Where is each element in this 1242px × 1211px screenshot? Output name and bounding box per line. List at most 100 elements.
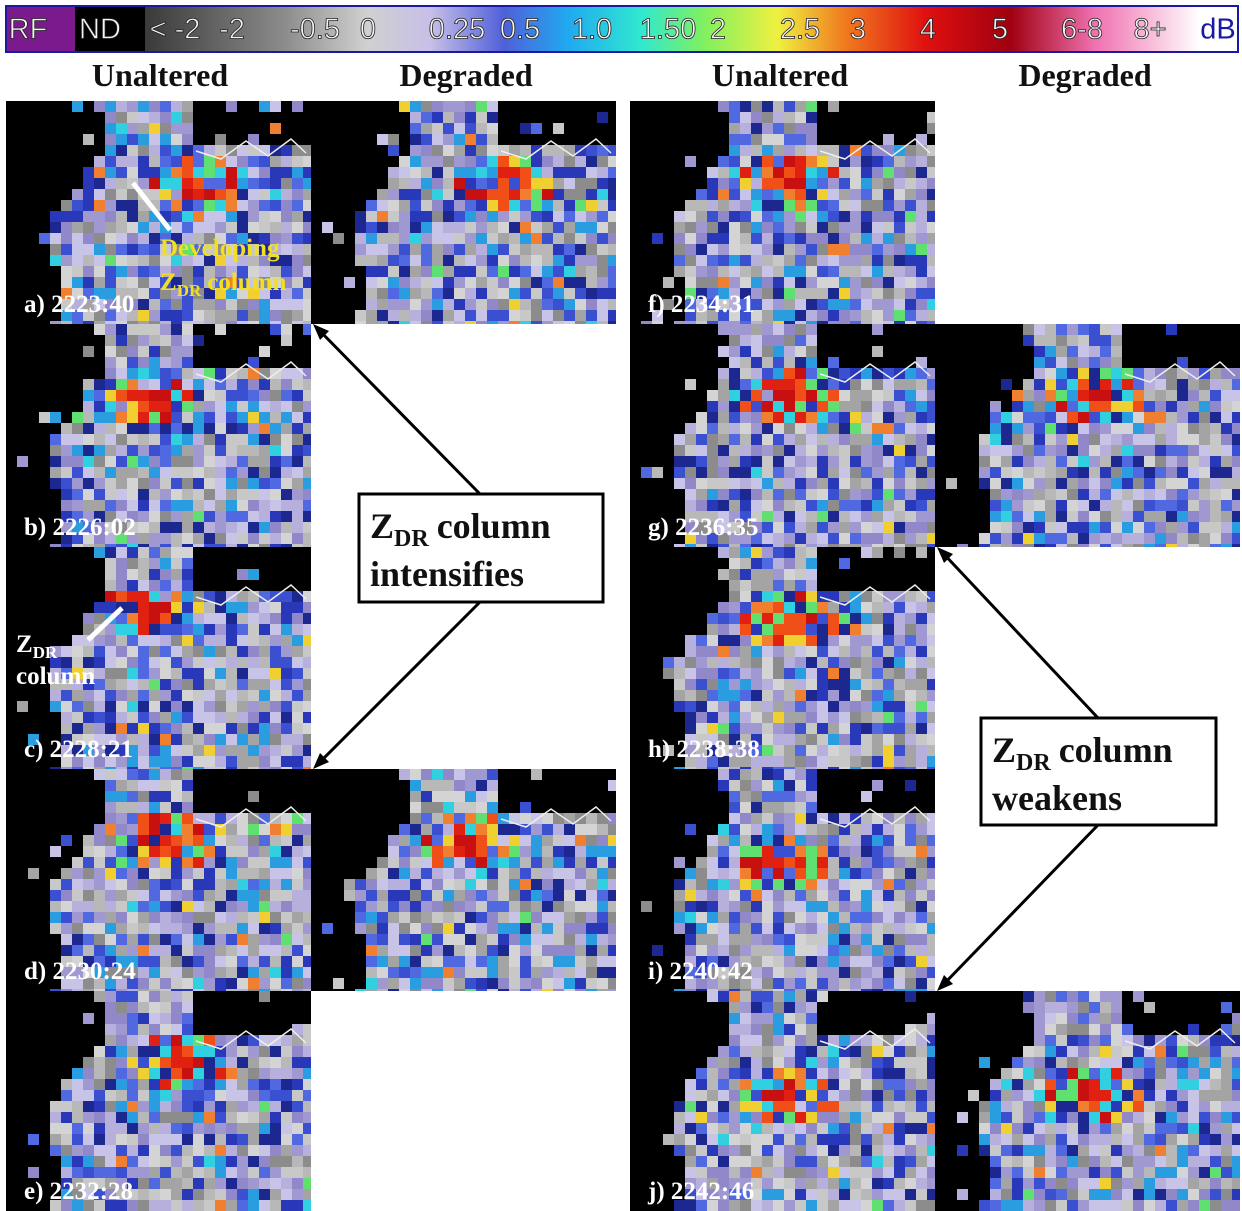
radar-pixel bbox=[586, 255, 597, 266]
radar-pixel bbox=[806, 156, 817, 167]
radar-pixel bbox=[784, 868, 795, 879]
radar-pixel bbox=[608, 266, 616, 277]
radar-pixel bbox=[1177, 423, 1188, 434]
radar-pixel bbox=[927, 233, 935, 244]
radar-pixel bbox=[303, 1189, 311, 1200]
radar-pixel bbox=[861, 500, 872, 511]
radar-pixel bbox=[160, 511, 171, 522]
radar-pixel bbox=[509, 167, 520, 178]
radar-pixel bbox=[531, 978, 542, 989]
radar-pixel bbox=[193, 1189, 204, 1200]
radar-pixel bbox=[105, 277, 116, 288]
radar-pixel bbox=[160, 602, 171, 613]
radar-pixel bbox=[1056, 533, 1067, 544]
radar-pixel bbox=[127, 156, 138, 167]
radar-pixel bbox=[171, 178, 182, 189]
radar-pixel bbox=[204, 1178, 215, 1189]
radar-pixel bbox=[237, 1156, 248, 1167]
radar-pixel bbox=[916, 857, 927, 868]
radar-pixel bbox=[292, 978, 303, 989]
radar-pixel bbox=[751, 123, 762, 134]
radar-pixel bbox=[281, 1046, 292, 1057]
radar-pixel bbox=[248, 857, 259, 868]
radar-pixel bbox=[608, 923, 616, 934]
radar-pixel bbox=[138, 613, 149, 624]
radar-pixel bbox=[94, 824, 105, 835]
radar-pixel bbox=[248, 901, 259, 912]
radar-pixel bbox=[303, 500, 311, 511]
radar-pixel bbox=[762, 813, 773, 824]
radar-pixel bbox=[292, 456, 303, 467]
radar-pixel bbox=[608, 200, 616, 211]
radar-pixel bbox=[828, 401, 839, 412]
radar-pixel bbox=[399, 967, 410, 978]
radar-pixel bbox=[432, 857, 443, 868]
radar-pixel bbox=[138, 890, 149, 901]
radar-pixel bbox=[927, 544, 935, 547]
radar-pixel bbox=[553, 868, 564, 879]
radar-pixel bbox=[861, 745, 872, 756]
radar-pixel bbox=[531, 934, 542, 945]
radar-pixel bbox=[487, 233, 498, 244]
radar-pixel bbox=[432, 321, 443, 324]
radar-pixel bbox=[270, 412, 281, 423]
radar-pixel bbox=[226, 668, 237, 679]
radar-pixel bbox=[465, 211, 476, 222]
radar-pixel bbox=[795, 846, 806, 857]
radar-pixel bbox=[61, 211, 72, 222]
radar-pixel bbox=[520, 934, 531, 945]
radar-pixel bbox=[1133, 412, 1144, 423]
radar-pixel bbox=[116, 489, 127, 500]
radar-pixel bbox=[883, 723, 894, 734]
radar-pixel bbox=[773, 569, 784, 580]
radar-pixel bbox=[927, 712, 935, 723]
radar-pixel bbox=[1067, 379, 1078, 390]
radar-pixel bbox=[729, 467, 740, 478]
radar-pixel bbox=[127, 1046, 138, 1057]
radar-pixel bbox=[795, 222, 806, 233]
radar-pixel bbox=[72, 879, 83, 890]
radar-pixel bbox=[193, 635, 204, 646]
radar-pixel bbox=[685, 211, 696, 222]
radar-pixel bbox=[773, 701, 784, 712]
radar-pixel bbox=[597, 978, 608, 989]
radar-pixel bbox=[116, 1167, 127, 1178]
radar-pixel bbox=[1034, 390, 1045, 401]
radar-pixel bbox=[696, 690, 707, 701]
radar-pixel bbox=[1188, 478, 1199, 489]
radar-pixel bbox=[850, 189, 861, 200]
radar-pixel bbox=[94, 1090, 105, 1101]
radar-pixel bbox=[259, 978, 270, 989]
radar-pixel bbox=[1001, 434, 1012, 445]
radar-pixel bbox=[894, 379, 905, 390]
radar-pixel bbox=[795, 134, 806, 145]
radar-pixel bbox=[72, 767, 83, 769]
radar-pixel bbox=[182, 467, 193, 478]
radar-pixel bbox=[50, 890, 61, 901]
radar-pixel bbox=[303, 624, 311, 635]
radar-pixel bbox=[94, 879, 105, 890]
radar-pixel bbox=[215, 712, 226, 723]
radar-pixel bbox=[259, 1200, 270, 1211]
radar-pixel bbox=[696, 500, 707, 511]
radar-pixel bbox=[795, 277, 806, 288]
radar-pixel bbox=[127, 868, 138, 879]
radar-pixel bbox=[149, 321, 160, 324]
radar-pixel bbox=[718, 912, 729, 923]
radar-pixel bbox=[160, 500, 171, 511]
radar-pixel bbox=[1056, 324, 1067, 335]
radar-pixel bbox=[443, 978, 454, 989]
radar-pixel bbox=[1188, 390, 1199, 401]
radar-pixel bbox=[182, 445, 193, 456]
radar-pixel bbox=[116, 145, 127, 156]
radar-pixel bbox=[127, 401, 138, 412]
radar-pixel bbox=[160, 145, 171, 156]
radar-pixel bbox=[138, 978, 149, 989]
radar-pixel bbox=[248, 613, 259, 624]
colorbar-label: 0 bbox=[360, 14, 376, 46]
radar-pixel bbox=[366, 233, 377, 244]
radar-pixel bbox=[861, 255, 872, 266]
radar-pixel bbox=[193, 846, 204, 857]
radar-pixel bbox=[292, 511, 303, 522]
radar-pixel bbox=[861, 857, 872, 868]
